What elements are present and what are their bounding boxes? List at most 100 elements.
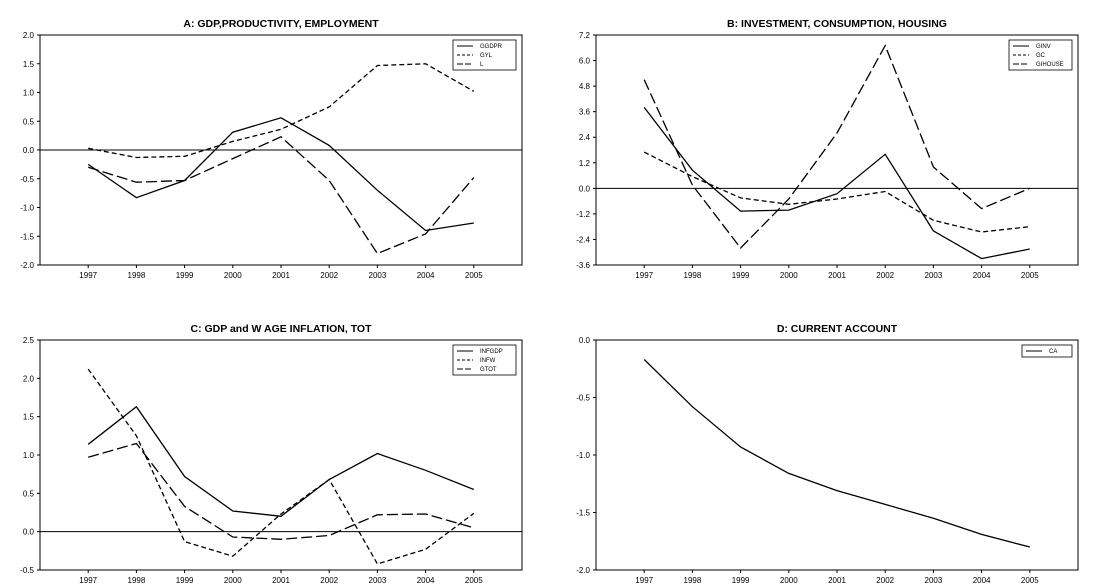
x-tick-label: 2004 [417, 271, 435, 280]
x-tick-label: 1999 [732, 576, 750, 585]
y-tick-label: 2.5 [23, 336, 35, 345]
legend-label: L [480, 62, 484, 68]
y-tick-label: 3.6 [579, 108, 591, 117]
series-line-gtot [88, 442, 474, 540]
series-line-gihouse [643, 44, 1031, 249]
y-tick-label: 2.4 [579, 133, 591, 142]
chart-title: B: INVESTMENT, CONSUMPTION, HOUSING [727, 18, 947, 30]
legend-label: GGDPR [480, 44, 503, 50]
y-tick-label: 1.2 [579, 159, 591, 168]
y-tick-label: 2.0 [23, 31, 35, 40]
x-tick-label: 2005 [1021, 271, 1039, 280]
x-tick-label: 1998 [128, 271, 146, 280]
x-tick-label: 1998 [684, 576, 702, 585]
y-tick-label: -2.0 [576, 566, 590, 575]
y-tick-label: 1.0 [23, 451, 35, 460]
x-tick-label: 2000 [224, 576, 242, 585]
x-tick-label: 1999 [176, 271, 194, 280]
x-tick-label: 2001 [272, 271, 290, 280]
y-tick-label: -1.5 [576, 509, 590, 518]
y-tick-label: 0.0 [23, 528, 35, 537]
x-tick-label: 1999 [732, 271, 750, 280]
y-tick-label: 6.0 [579, 57, 591, 66]
y-tick-label: -1.0 [576, 451, 590, 460]
legend-label: INFGDP [480, 349, 503, 355]
x-tick-label: 2003 [369, 271, 387, 280]
x-tick-label: 1997 [635, 271, 653, 280]
y-tick-label: 2.0 [23, 374, 35, 383]
chart-title: A: GDP,PRODUCTIVITY, EMPLOYMENT [183, 18, 379, 30]
x-tick-label: 1999 [176, 576, 194, 585]
series-line-ginv [643, 107, 1030, 260]
plot-frame [39, 339, 523, 571]
chart-title: D: CURRENT ACCOUNT [777, 323, 898, 335]
legend-label: INFW [480, 358, 496, 364]
y-tick-label: -1.0 [20, 204, 34, 213]
y-tick-label: 0.0 [579, 336, 591, 345]
x-tick-label: 2005 [465, 576, 483, 585]
y-tick-label: -2.0 [20, 261, 34, 270]
x-tick-label: 1998 [128, 576, 146, 585]
y-tick-label: 1.5 [23, 60, 35, 69]
legend-label: CA [1049, 349, 1057, 355]
x-tick-label: 2000 [780, 271, 798, 280]
x-tick-label: 2003 [925, 576, 943, 585]
series-line-ggdpr [87, 117, 474, 232]
chart-panel-2: C: GDP and W AGE INFLATION, TOT 2.5 2.0 1.5… [20, 323, 523, 585]
y-tick-label: -0.5 [20, 566, 34, 575]
x-tick-label: 2001 [828, 576, 846, 585]
plot-frame [595, 339, 1079, 571]
series-line-ca [643, 359, 1030, 548]
series-line-gc [643, 151, 1030, 233]
x-tick-label: 2005 [465, 271, 483, 280]
y-tick-label: 0.5 [23, 489, 35, 498]
legend-label: GTOT [480, 367, 497, 373]
legend-box [1021, 344, 1073, 358]
legend: GINV GC GIHOUSE [1008, 39, 1073, 71]
x-tick-label: 2002 [320, 576, 338, 585]
x-tick-label: 1997 [635, 576, 653, 585]
plot-frame [595, 34, 1079, 266]
series-line-infgdp [87, 405, 475, 517]
series-line-infw [87, 368, 475, 565]
y-tick-label: 0.5 [23, 117, 35, 126]
x-tick-label: 2004 [973, 271, 991, 280]
x-tick-label: 1997 [79, 576, 97, 585]
x-tick-label: 1997 [79, 271, 97, 280]
x-tick-label: 1998 [684, 271, 702, 280]
x-tick-label: 2002 [876, 576, 894, 585]
x-tick-label: 2003 [925, 271, 943, 280]
y-tick-label: -1.2 [576, 210, 590, 219]
y-tick-label: 1.5 [23, 413, 35, 422]
x-tick-label: 2004 [417, 576, 435, 585]
legend-label: GINV [1036, 44, 1051, 50]
y-tick-label: 1.0 [23, 89, 35, 98]
chart-panel-3: D: CURRENT ACCOUNT 0.0 -0.5 -1.0 -1.5 -2.0 199… [576, 323, 1079, 585]
y-tick-label: 0.0 [579, 184, 591, 193]
legend: INFGDP INFW GTOT [452, 344, 517, 376]
legend: CA [1021, 344, 1073, 358]
x-tick-label: 2001 [828, 271, 846, 280]
legend-label: GIHOUSE [1036, 62, 1064, 68]
chart-panel-1: B: INVESTMENT, CONSUMPTION, HOUSING 7.2 6.… [576, 18, 1079, 280]
y-tick-label: -1.5 [20, 232, 34, 241]
y-tick-label: -0.5 [20, 175, 34, 184]
y-tick-label: -3.6 [576, 261, 590, 270]
y-tick-label: -2.4 [576, 235, 590, 244]
series-line-gyl [88, 63, 475, 159]
x-tick-label: 2001 [272, 576, 290, 585]
legend: GGDPR GYL L [452, 39, 517, 71]
y-tick-label: -0.5 [576, 394, 590, 403]
x-tick-label: 2000 [224, 271, 242, 280]
legend-label: GYL [480, 53, 493, 59]
chart-title: C: GDP and W AGE INFLATION, TOT [190, 323, 372, 335]
y-tick-label: 4.8 [579, 82, 591, 91]
chart-panel-0: A: GDP,PRODUCTIVITY, EMPLOYMENT 2.0 1.5 1.0… [20, 18, 523, 280]
y-tick-label: 0.0 [23, 146, 35, 155]
x-tick-label: 2002 [320, 271, 338, 280]
x-tick-label: 2002 [876, 271, 894, 280]
y-tick-label: 7.2 [579, 31, 591, 40]
series-line-l [88, 136, 475, 255]
